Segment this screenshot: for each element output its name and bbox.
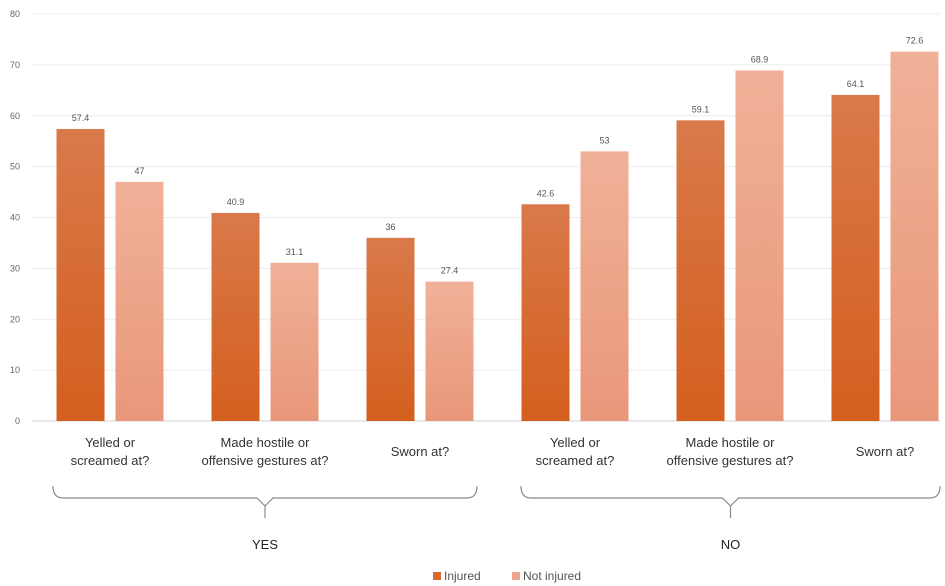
- group-brackets: YES NO: [52, 485, 941, 552]
- injured-bar: [211, 212, 260, 421]
- y-tick-label: 40: [10, 213, 20, 223]
- y-tick-label: 30: [10, 263, 20, 273]
- y-tick-label: 20: [10, 314, 20, 324]
- data-label: 36: [385, 222, 395, 232]
- category-label-line: screamed at?: [536, 453, 615, 468]
- data-label: 59.1: [692, 104, 710, 114]
- y-tick-label: 10: [10, 365, 20, 375]
- category-label-line: Sworn at?: [856, 444, 915, 459]
- category-label-line: Made hostile or: [686, 435, 776, 450]
- not-injured-bar: [735, 70, 784, 421]
- category-label: Sworn at?: [391, 444, 450, 459]
- y-tick-label: 60: [10, 111, 20, 121]
- data-label: 31.1: [286, 247, 304, 257]
- injured-bar: [56, 128, 105, 422]
- category-label-line: screamed at?: [71, 453, 150, 468]
- y-tick-label: 80: [10, 9, 20, 19]
- data-label: 64.1: [847, 79, 865, 89]
- legend-swatch: [433, 572, 441, 580]
- bars: [56, 51, 939, 422]
- category-label: Yelled or screamed at?: [71, 435, 150, 468]
- injured-bar: [676, 120, 725, 422]
- data-label: 47: [134, 166, 144, 176]
- category-label-line: offensive gestures at?: [667, 453, 794, 468]
- not-injured-bar: [270, 262, 319, 421]
- gridlines: [32, 13, 940, 422]
- category-label-line: Yelled or: [550, 435, 601, 450]
- data-label: 68.9: [751, 54, 769, 64]
- category-label: Made hostile or offensive gestures at?: [667, 435, 794, 468]
- legend-swatch: [512, 572, 520, 580]
- category-label: Made hostile or offensive gestures at?: [202, 435, 329, 468]
- group-bracket: [520, 485, 941, 518]
- injured-bar: [366, 237, 415, 421]
- data-label: 42.6: [537, 188, 555, 198]
- category-label: Sworn at?: [856, 444, 915, 459]
- legend-label: Injured: [444, 569, 481, 583]
- data-label: 53: [599, 135, 609, 145]
- not-injured-bar: [115, 181, 164, 421]
- category-label-line: offensive gestures at?: [202, 453, 329, 468]
- not-injured-bar: [580, 151, 629, 422]
- legend: Injured Not injured: [433, 569, 581, 583]
- category-label-line: Sworn at?: [391, 444, 450, 459]
- category-label-line: Made hostile or: [221, 435, 311, 450]
- y-tick-label: 70: [10, 60, 20, 70]
- group-label: NO: [721, 537, 741, 552]
- group-label: YES: [252, 537, 278, 552]
- group-bracket: [52, 485, 478, 518]
- y-tick-label: 50: [10, 162, 20, 172]
- injured-bar: [831, 94, 880, 422]
- data-label: 27.4: [441, 266, 459, 276]
- y-tick-label: 0: [15, 416, 20, 426]
- category-label: Yelled or screamed at?: [536, 435, 615, 468]
- data-label: 40.9: [227, 197, 245, 207]
- injured-bar: [521, 204, 570, 421]
- data-label: 57.4: [72, 113, 90, 123]
- data-label: 72.6: [906, 36, 924, 46]
- not-injured-bar: [425, 281, 474, 421]
- legend-label: Not injured: [523, 569, 581, 583]
- x-axis-categories: Yelled or screamed at? Made hostile or offe…: [71, 435, 915, 468]
- y-axis-ticks: 0 10 20 30 40 50 60 70 80: [10, 9, 20, 426]
- category-label-line: Yelled or: [85, 435, 136, 450]
- data-labels: 57.4 40.9 36 42.6 59.1 64.1 47 31.1 27.4 53 68.9 72…: [72, 36, 924, 276]
- not-injured-bar: [890, 51, 939, 422]
